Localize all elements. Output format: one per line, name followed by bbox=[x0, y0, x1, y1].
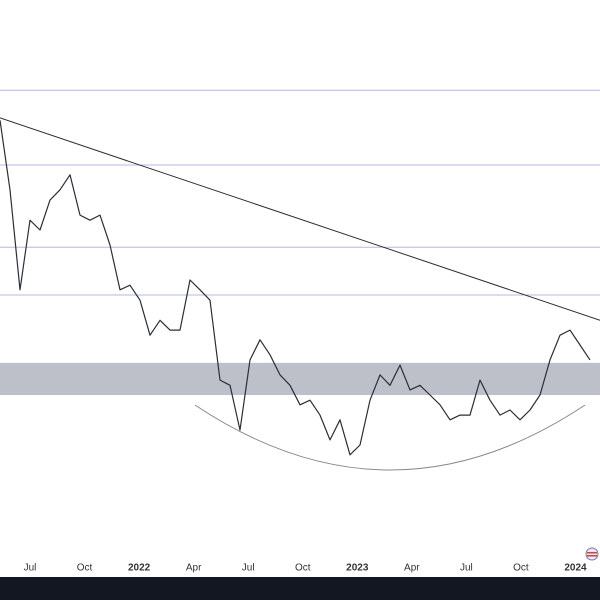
trendline bbox=[0, 117, 600, 321]
price-line bbox=[0, 120, 591, 456]
x-tick-label: Oct bbox=[295, 563, 311, 574]
x-tick-label: Jul bbox=[24, 563, 37, 574]
x-tick-label: Oct bbox=[513, 563, 529, 574]
x-tick-label: Apr bbox=[404, 563, 420, 574]
x-tick-label: Oct bbox=[77, 563, 93, 574]
arc-drawing bbox=[194, 404, 586, 471]
x-tick-label: 2023 bbox=[346, 563, 369, 574]
x-tick-label: 2024 bbox=[564, 563, 587, 574]
x-tick-label: Apr bbox=[186, 563, 202, 574]
x-tick-label: Jul bbox=[460, 563, 473, 574]
price-zone bbox=[0, 362, 600, 396]
flag-icon bbox=[585, 547, 599, 561]
bottom-bar bbox=[0, 577, 600, 600]
x-tick-label: Jul bbox=[242, 563, 255, 574]
x-tick-label: 2022 bbox=[128, 563, 151, 574]
